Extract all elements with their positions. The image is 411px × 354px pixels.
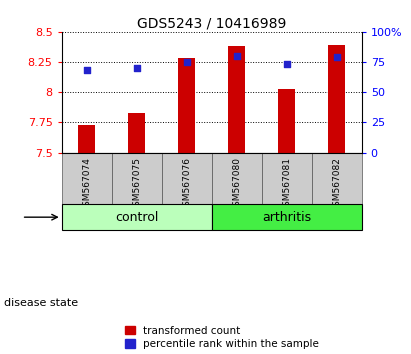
Title: GDS5243 / 10416989: GDS5243 / 10416989 bbox=[137, 17, 286, 31]
Bar bbox=[212, 153, 262, 204]
Legend: transformed count, percentile rank within the sample: transformed count, percentile rank withi… bbox=[125, 326, 319, 349]
Text: GSM567076: GSM567076 bbox=[182, 157, 191, 212]
Bar bbox=[162, 153, 212, 204]
Bar bbox=[262, 153, 312, 204]
Text: GSM567075: GSM567075 bbox=[132, 157, 141, 212]
Point bbox=[183, 59, 190, 65]
Point bbox=[133, 65, 140, 71]
Bar bbox=[278, 88, 296, 153]
Bar bbox=[212, 204, 362, 230]
Bar bbox=[78, 125, 95, 153]
Bar bbox=[62, 204, 212, 230]
Text: GSM567081: GSM567081 bbox=[282, 157, 291, 212]
Point bbox=[283, 62, 290, 67]
Point bbox=[333, 55, 340, 60]
Bar bbox=[112, 153, 162, 204]
Bar bbox=[228, 46, 245, 153]
Bar bbox=[128, 113, 145, 153]
Bar bbox=[178, 58, 195, 153]
Bar bbox=[62, 153, 112, 204]
Text: GSM567082: GSM567082 bbox=[332, 157, 341, 212]
Point bbox=[233, 53, 240, 59]
Text: GSM567074: GSM567074 bbox=[82, 157, 91, 212]
Bar bbox=[328, 45, 345, 153]
Text: GSM567080: GSM567080 bbox=[232, 157, 241, 212]
Text: disease state: disease state bbox=[4, 298, 78, 308]
Bar bbox=[312, 153, 362, 204]
Text: arthritis: arthritis bbox=[262, 211, 311, 224]
Text: control: control bbox=[115, 211, 158, 224]
Point bbox=[83, 68, 90, 73]
